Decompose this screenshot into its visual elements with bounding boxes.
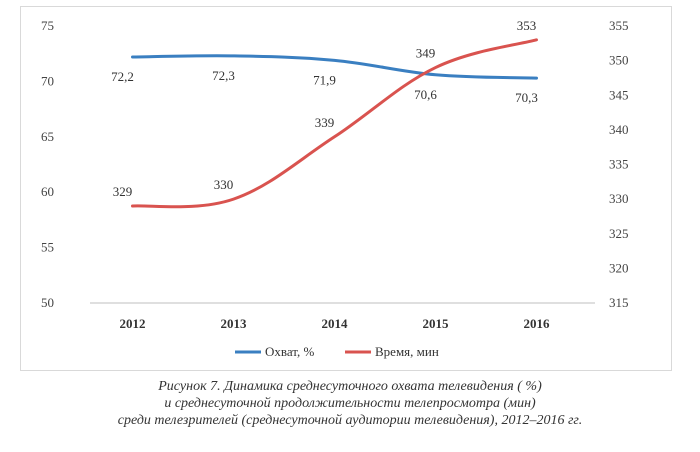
data-label-time: 329 bbox=[113, 184, 133, 199]
y-right-tick-label: 335 bbox=[609, 157, 629, 172]
y-right-tick-label: 330 bbox=[609, 191, 629, 206]
x-tick-label: 2015 bbox=[423, 316, 450, 331]
data-label-time: 339 bbox=[315, 115, 335, 130]
caption-line-1: Рисунок 7. Динамика среднесуточного охва… bbox=[158, 379, 542, 394]
y-right-tick-label: 325 bbox=[609, 226, 629, 241]
y-right-tick-label: 340 bbox=[609, 122, 629, 137]
x-tick-label: 2016 bbox=[524, 316, 551, 331]
y-left-tick-label: 55 bbox=[41, 240, 54, 255]
data-label-coverage: 70,3 bbox=[515, 90, 538, 105]
y-right-tick-label: 355 bbox=[609, 18, 629, 33]
caption-line-3: среди телезрителей (среднесуточной аудит… bbox=[117, 413, 583, 428]
y-right-tick-label: 350 bbox=[609, 53, 629, 68]
figure-caption: Рисунок 7. Динамика среднесуточного охва… bbox=[0, 378, 700, 429]
legend-label-coverage: Охват, % bbox=[265, 344, 314, 359]
y-right-tick-label: 315 bbox=[609, 295, 629, 310]
y-left-tick-label: 70 bbox=[41, 73, 54, 88]
caption-line-2: и среднесуточной продолжительности телеп… bbox=[164, 396, 536, 411]
x-tick-label: 2012 bbox=[120, 316, 146, 331]
y-left-tick-label: 60 bbox=[41, 184, 54, 199]
y-left-tick-label: 75 bbox=[41, 18, 54, 33]
data-label-time: 330 bbox=[214, 177, 234, 192]
x-tick-label: 2013 bbox=[221, 316, 248, 331]
data-label-time: 349 bbox=[416, 46, 436, 61]
line-chart: 50 55 60 65 70 75 315 320 325 330 335 340 345 350 355 2… bbox=[41, 18, 629, 359]
x-tick-label: 2014 bbox=[322, 316, 349, 331]
series-line-time bbox=[131, 38, 538, 209]
data-label-time: 353 bbox=[517, 18, 537, 33]
chart-frame bbox=[20, 6, 672, 371]
legend-label-time: Время, мин bbox=[375, 344, 439, 359]
data-label-coverage: 72,3 bbox=[212, 68, 235, 83]
data-label-coverage: 71,9 bbox=[313, 72, 336, 87]
y-left-tick-label: 65 bbox=[41, 129, 54, 144]
y-right-tick-label: 345 bbox=[609, 87, 629, 102]
series-line-coverage bbox=[131, 54, 538, 80]
data-label-coverage: 72,2 bbox=[111, 69, 134, 84]
data-label-coverage: 70,6 bbox=[414, 87, 437, 102]
y-left-tick-label: 50 bbox=[41, 295, 54, 310]
y-right-tick-label: 320 bbox=[609, 260, 629, 275]
